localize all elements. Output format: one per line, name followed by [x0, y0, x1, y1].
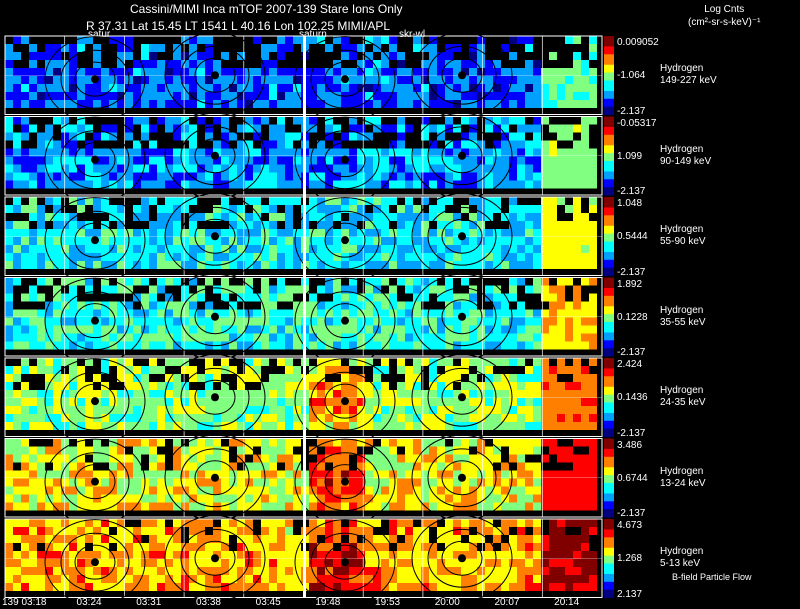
- colorbar-5: [604, 438, 614, 518]
- colorbar-4: [604, 358, 614, 437]
- colorbar-title-line1: Log Cnts: [704, 4, 745, 15]
- colorbar-6: [604, 519, 614, 598]
- channel-label-5: Hydrogen 13-24 keV: [660, 466, 706, 490]
- colorbar-max-6: 4.673: [617, 520, 643, 531]
- saturn-marker-label-2: saturn: [299, 29, 327, 40]
- colorbar-1: [604, 116, 614, 196]
- colorbar-min-0: -2.137: [617, 105, 646, 117]
- saturn-marker-label: satur: [88, 29, 111, 40]
- colorbar-mid-4: 0.1436: [617, 392, 648, 404]
- channel-panel-3: [4, 273, 603, 364]
- time-label-2: 03:31: [136, 597, 162, 608]
- colorbar-mid-2: 0.5444: [617, 231, 648, 243]
- chart-title: Cassini/MIMI Inca mTOF 2007-139 Stare Io…: [130, 2, 403, 16]
- time-label-1: 03:24: [76, 597, 102, 608]
- channel-species-6: Hydrogen: [660, 546, 704, 558]
- channel-species-3: Hydrogen: [660, 304, 704, 316]
- colorbar-min-3: -2.137: [617, 347, 646, 358]
- time-label-4: 03:45: [255, 597, 281, 608]
- colorbar-max-1: -0.05317: [617, 117, 657, 129]
- channel-label-6: Hydrogen 5-13 keV: [660, 546, 703, 570]
- channel-energy-2: 55-90 keV: [660, 236, 706, 248]
- channel-energy-1: 90-149 keV: [660, 155, 712, 167]
- channel-label-4: Hydrogen 24-35 keV: [660, 385, 706, 409]
- channel-energy-6: 5-13 keV: [660, 558, 701, 570]
- colorbar-min-5: -2.137: [617, 508, 646, 519]
- colorbar-min-6: 2.137: [617, 588, 643, 600]
- colorbar-mid-5: 0.6744: [617, 472, 648, 484]
- channel-label-1: Hydrogen 90-149 keV: [660, 144, 711, 168]
- time-label-5: 19:48: [315, 597, 341, 608]
- colorbar-title: Log Cnts (cm²-sr-s-keV)⁻¹: [688, 3, 760, 29]
- orbit-info: R 37.31 Lat 15.45 LT 1541 L 40.16 Lon 10…: [86, 19, 390, 33]
- channel-species-2: Hydrogen: [660, 224, 704, 236]
- channel-label-3: Hydrogen 35-55 keV: [660, 305, 706, 329]
- channel-panel-0: [4, 32, 603, 123]
- time-gap-divider: [303, 36, 306, 598]
- time-label-0: 139 03:18: [2, 597, 47, 608]
- colorbar-mid-6: 1.268: [617, 553, 643, 565]
- time-label-8: 20:07: [494, 597, 520, 608]
- channel-species-4: Hydrogen: [660, 385, 704, 397]
- colorbar-mid-3: 0.1228: [617, 311, 648, 323]
- colorbar-mid-1: 1.099: [617, 150, 643, 162]
- channel-label-2: Hydrogen 55-90 keV: [660, 224, 706, 248]
- colorbar-title-line2: (cm²-sr-s-keV)⁻¹: [688, 17, 761, 28]
- channel-label-0: Hydrogen 149-227 keV: [660, 63, 717, 87]
- colorbar-min-2: -2.137: [617, 266, 646, 278]
- channel-energy-0: 149-227 keV: [660, 75, 717, 87]
- colorbar-max-3: 1.892: [617, 278, 643, 290]
- channel-panel-1: [4, 112, 603, 203]
- colorbar-max-5: 3.486: [617, 439, 643, 451]
- colorbar-min-4: -2.137: [617, 427, 646, 439]
- colorbar-0: [604, 36, 614, 115]
- colorbar-mid-0: -1.064: [617, 70, 646, 82]
- colorbar-max-2: 1.048: [617, 198, 643, 209]
- channel-energy-5: 13-24 keV: [660, 477, 706, 489]
- channel-panel-4: [4, 354, 603, 445]
- footnote: B-field Particle Flow: [672, 572, 752, 582]
- skr-wl-label: skr-wl: [399, 29, 426, 40]
- colorbar-max-4: 2.424: [617, 359, 643, 370]
- colorbar-2: [604, 197, 614, 276]
- channel-panel-6: [4, 515, 603, 606]
- time-label-7: 20:00: [434, 597, 460, 608]
- time-label-9: 20:14: [554, 597, 580, 608]
- colorbar-3: [604, 277, 614, 357]
- time-label-6: 19:53: [375, 597, 401, 608]
- channel-energy-3: 35-55 keV: [660, 316, 706, 328]
- channel-species-5: Hydrogen: [660, 465, 704, 477]
- channel-energy-4: 24-35 keV: [660, 397, 706, 409]
- colorbar-max-0: 0.009052: [617, 37, 659, 48]
- channel-species-1: Hydrogen: [660, 143, 704, 155]
- colorbar-min-1: -2.137: [617, 186, 646, 197]
- channel-panel-5: [4, 434, 603, 525]
- channel-species-0: Hydrogen: [660, 63, 704, 75]
- time-label-3: 03:38: [195, 597, 221, 608]
